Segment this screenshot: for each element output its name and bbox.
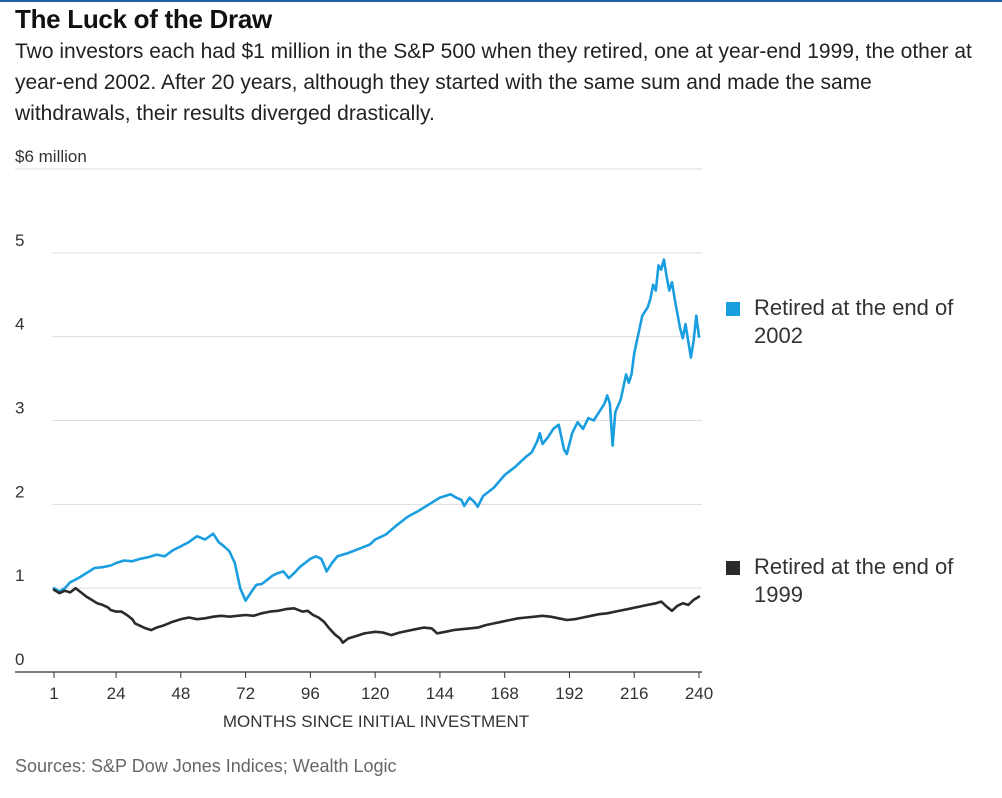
legend-swatch-1999 [726,561,740,575]
source-note: Sources: S&P Dow Jones Indices; Wealth L… [15,756,397,776]
x-tick-label: 1 [49,684,58,703]
series-line-1999 [52,586,701,644]
x-tick-label: 24 [107,684,126,703]
series-line-2002 [52,258,701,602]
chart-title: The Luck of the Draw [15,4,272,34]
y-axis-labels: 0 1 2 3 4 5 $6 million [15,147,87,669]
y-tick-label: 3 [15,399,24,418]
chart-subtitle: Two investors each had $1 million in the… [15,40,972,125]
x-tick-label: 120 [361,684,389,703]
x-tick-label: 240 [685,684,713,703]
y-tick-label: 1 [15,566,24,585]
grid-lines [15,168,702,589]
y-tick-label: $6 million [15,147,87,166]
y-tick-label: 2 [15,482,24,501]
y-tick-label: 5 [15,231,24,250]
legend-label-2002: Retired at the end of 2002 [754,295,954,348]
x-tick-label: 216 [620,684,648,703]
top-rule [0,0,1002,2]
x-tick-label: 72 [236,684,255,703]
x-axis-title: MONTHS SINCE INITIAL INVESTMENT [223,712,529,731]
legend-label-1999: Retired at the end of 1999 [754,554,954,607]
y-tick-label: 0 [15,650,24,669]
legend-item-2002: Retired at the end of 2002 [726,294,986,354]
x-tick-label: 96 [301,684,320,703]
x-tick-label: 48 [171,684,190,703]
y-tick-label: 4 [15,315,24,334]
x-tick-label: 144 [426,684,454,703]
x-tick-label: 192 [555,684,583,703]
series-lines [52,258,701,644]
x-tick-label: 168 [491,684,519,703]
legend-swatch-2002 [726,302,740,316]
legend-item-1999: Retired at the end of 1999 [726,553,986,613]
line-chart: 0 1 2 3 4 5 $6 million 1 24 48 72 96 120 144 168 192 21… [15,147,713,731]
x-axis: 1 24 48 72 96 120 144 168 192 216 240 [15,671,713,703]
